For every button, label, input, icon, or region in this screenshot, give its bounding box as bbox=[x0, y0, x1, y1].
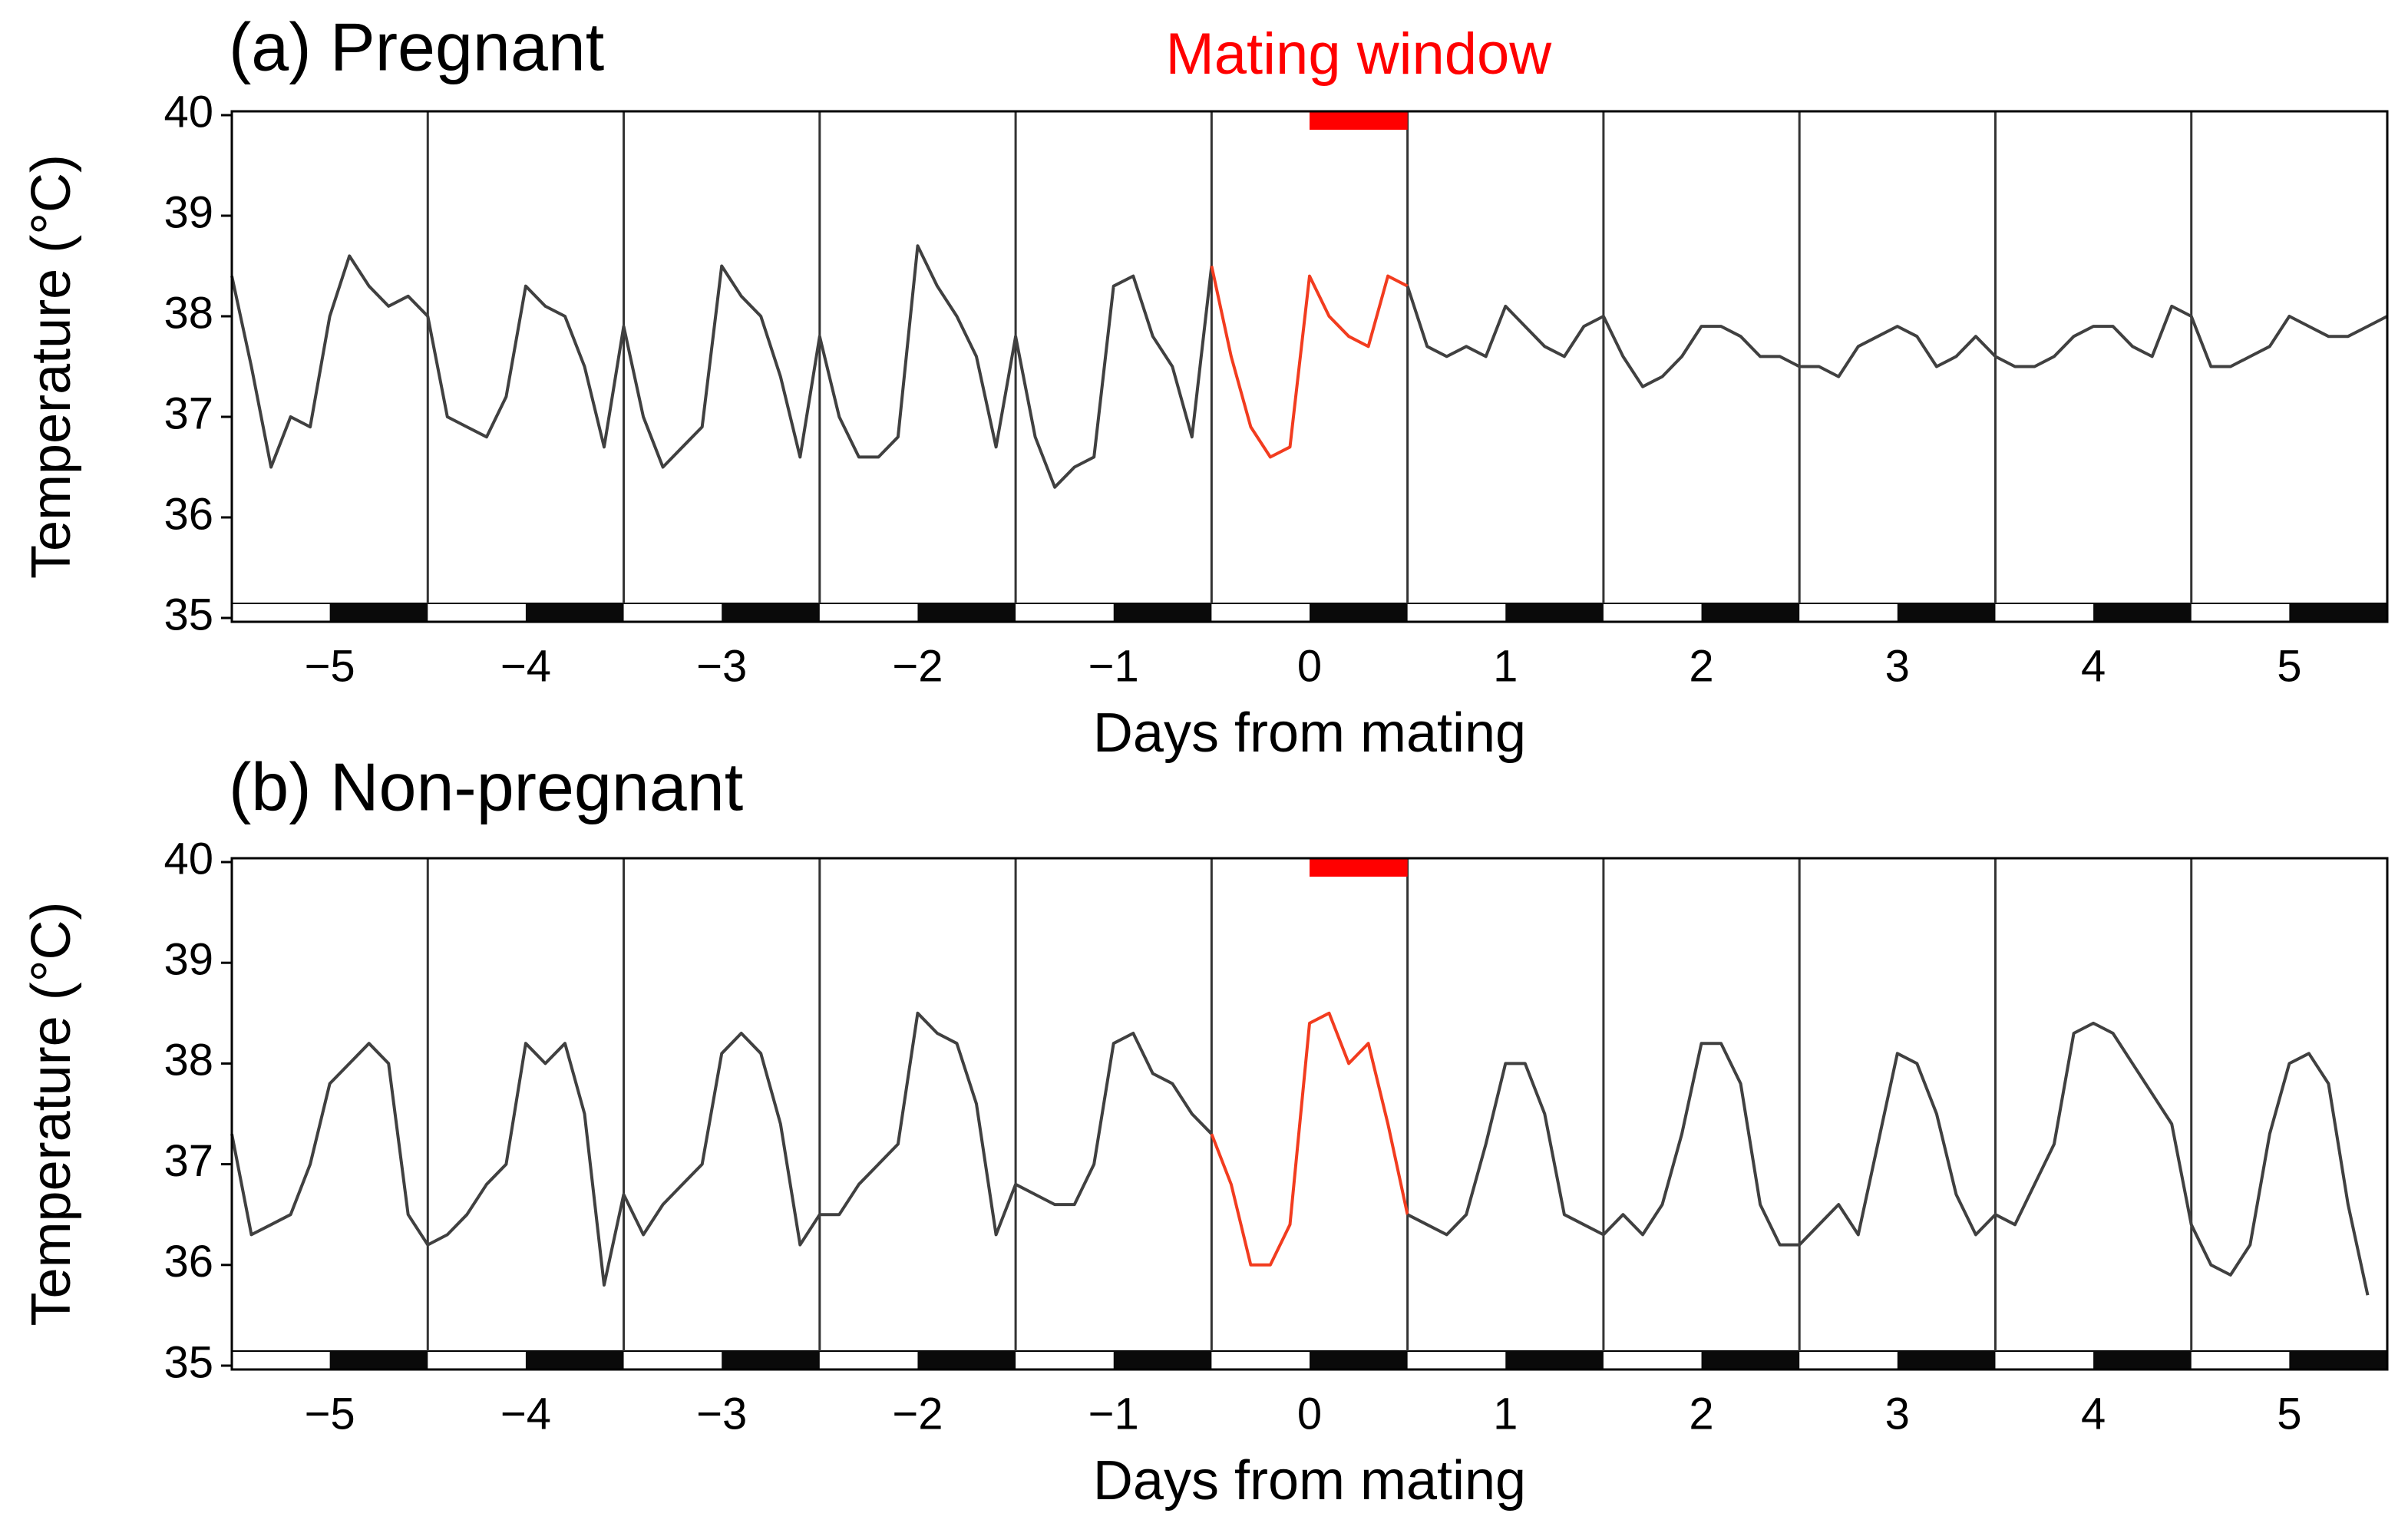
dark-period bbox=[722, 1351, 820, 1369]
temperature-line bbox=[230, 1011, 1213, 1287]
x-tick-label: 0 bbox=[1297, 641, 1322, 691]
y-tick-label: 40 bbox=[164, 87, 213, 137]
mating-window-bar bbox=[1310, 858, 1408, 877]
temperature-line bbox=[1210, 266, 1409, 459]
y-tick-label: 35 bbox=[164, 1337, 213, 1387]
x-tick-label: 1 bbox=[1493, 1389, 1518, 1439]
temperature-line bbox=[1210, 1011, 1409, 1267]
temperature-line bbox=[1405, 286, 2388, 388]
x-tick-label: 4 bbox=[2081, 1389, 2106, 1439]
temperature-line bbox=[230, 244, 1214, 489]
x-tick-label: −4 bbox=[500, 641, 551, 691]
dark-period bbox=[2289, 1351, 2387, 1369]
dark-period bbox=[1701, 603, 1800, 622]
plot-frame bbox=[230, 110, 2389, 623]
y-tick-label: 39 bbox=[164, 187, 213, 237]
mating-window-bar bbox=[1310, 111, 1408, 130]
x-axis-label: Days from mating bbox=[1093, 702, 1526, 764]
y-tick-label: 38 bbox=[164, 1036, 213, 1085]
x-tick-label: 0 bbox=[1297, 1389, 1322, 1439]
y-tick-label: 36 bbox=[164, 489, 213, 539]
x-tick-label: 5 bbox=[2277, 1389, 2301, 1439]
dark-period bbox=[1897, 1351, 1996, 1369]
y-tick-label: 37 bbox=[164, 388, 213, 438]
dark-period bbox=[329, 1351, 428, 1369]
dark-period bbox=[1310, 1351, 1408, 1369]
dark-period bbox=[1505, 1351, 1604, 1369]
x-tick-label: −5 bbox=[305, 1389, 355, 1439]
dark-period bbox=[1701, 1351, 1800, 1369]
y-tick-label: 37 bbox=[164, 1136, 213, 1186]
mating-window-label: Mating window bbox=[1165, 21, 1552, 87]
y-tick-label: 39 bbox=[164, 935, 213, 985]
x-tick-label: −3 bbox=[696, 641, 747, 691]
x-axis-label: Days from mating bbox=[1093, 1450, 1526, 1512]
x-tick-label: 3 bbox=[1885, 1389, 1910, 1439]
dark-period bbox=[917, 603, 1016, 622]
dark-period bbox=[525, 603, 624, 622]
plot-frame bbox=[230, 857, 2389, 1371]
dark-period bbox=[2093, 603, 2192, 622]
y-tick-label: 40 bbox=[164, 834, 213, 884]
y-tick-label: 36 bbox=[164, 1237, 213, 1287]
x-tick-label: −1 bbox=[1088, 641, 1139, 691]
y-tick-label: 38 bbox=[164, 288, 213, 338]
x-tick-label: −4 bbox=[500, 1389, 551, 1439]
panel-title: (b) Non-pregnant bbox=[229, 748, 743, 824]
x-tick-label: 2 bbox=[1689, 641, 1713, 691]
dark-period bbox=[1310, 603, 1408, 622]
x-tick-label: 3 bbox=[1885, 641, 1910, 691]
dark-period bbox=[525, 1351, 624, 1369]
dark-period bbox=[329, 603, 428, 622]
dark-period bbox=[1113, 1351, 1212, 1369]
x-tick-label: −5 bbox=[305, 641, 355, 691]
dark-period bbox=[1113, 603, 1212, 622]
x-tick-label: −1 bbox=[1088, 1389, 1139, 1439]
y-tick-label: 35 bbox=[164, 590, 213, 639]
dark-period bbox=[1897, 603, 1996, 622]
x-tick-label: 5 bbox=[2277, 641, 2301, 691]
y-axis-label: Temperature (°C) bbox=[21, 154, 82, 579]
x-tick-label: 4 bbox=[2081, 641, 2106, 691]
x-tick-label: −2 bbox=[892, 1389, 943, 1439]
x-tick-label: 1 bbox=[1493, 641, 1518, 691]
dark-period bbox=[722, 603, 820, 622]
dark-period bbox=[2093, 1351, 2192, 1369]
temperature-line bbox=[1406, 1021, 2370, 1296]
dark-period bbox=[2289, 603, 2387, 622]
dark-period bbox=[917, 1351, 1016, 1369]
x-tick-label: 2 bbox=[1689, 1389, 1713, 1439]
dark-period bbox=[1505, 603, 1604, 622]
x-tick-label: −3 bbox=[696, 1389, 747, 1439]
panel-title: (a) Pregnant bbox=[229, 8, 604, 84]
y-axis-label: Temperature (°C) bbox=[21, 902, 82, 1327]
x-tick-label: −2 bbox=[892, 641, 943, 691]
